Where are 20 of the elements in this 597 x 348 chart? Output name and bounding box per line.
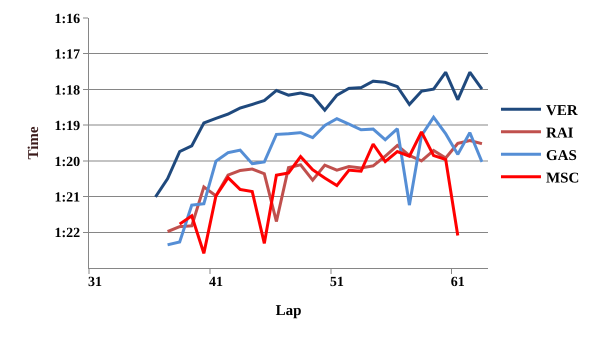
y-tick-label: 1:20 [54,154,80,170]
legend-label: MSC [546,170,580,187]
y-tick-label: 1:16 [54,12,80,27]
x-tick-label: 41 [208,274,223,290]
y-tick-label: 1:21 [54,190,80,206]
x-tick-label: 61 [450,274,465,290]
y-axis-title: Time [26,126,42,160]
y-tick-label: 1:18 [54,83,80,98]
y-tick-label: 1:17 [54,48,80,63]
legend-label: VER [546,103,578,120]
y-tick-label: 1:19 [54,119,80,134]
x-tick-label: 31 [88,274,102,290]
line-series [166,116,484,246]
legend-label: GAS [546,148,577,164]
x-tick-label: 51 [330,274,344,290]
x-axis-title: Lap [276,302,302,319]
line-series [178,130,460,255]
y-tick-label: 1:22 [54,226,80,242]
line-series [154,70,484,198]
legend-label: RAI [546,126,574,142]
